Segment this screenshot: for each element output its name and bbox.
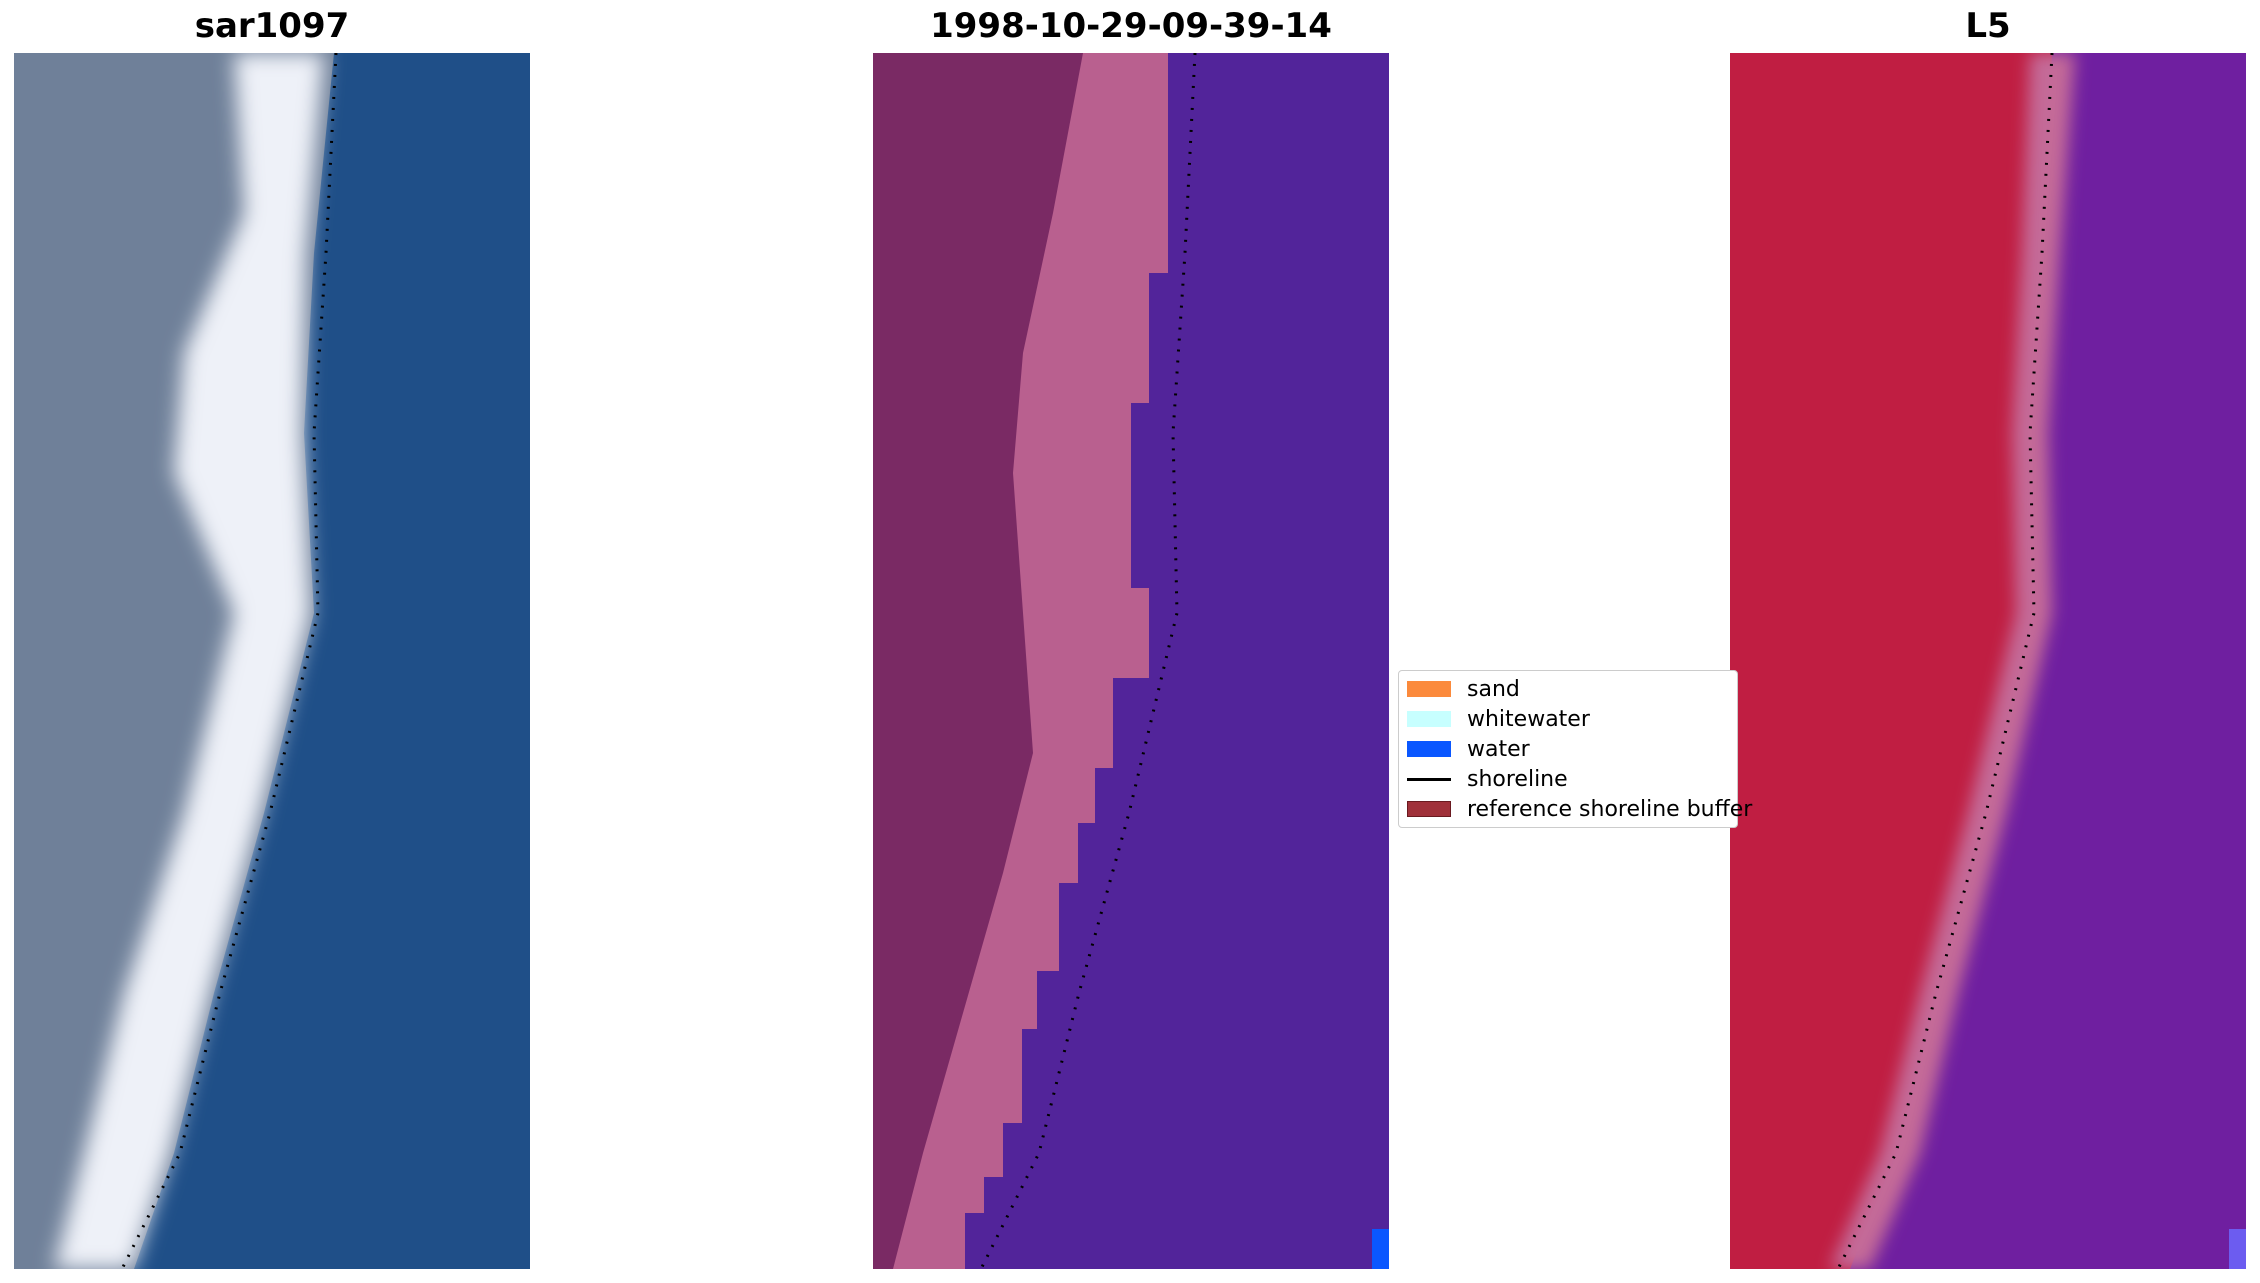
- legend-item-reference-buffer: reference shoreline buffer: [1407, 795, 1752, 823]
- index-image: [1730, 53, 2246, 1269]
- legend-label: sand: [1467, 676, 1520, 702]
- legend-item-water: water: [1407, 735, 1530, 763]
- rgb-shoreline: [120, 53, 338, 1269]
- legend: sand whitewater water shoreline referenc…: [1398, 670, 1752, 828]
- index-land-area: [1730, 53, 2052, 1269]
- rgb-image-panel: [14, 53, 530, 1269]
- legend-label: reference shoreline buffer: [1467, 796, 1753, 822]
- classified-buffer-strip: [893, 53, 1168, 1269]
- index-image-panel: [1730, 53, 2246, 1269]
- rgb-beach-strip: [54, 53, 324, 1269]
- legend-item-whitewater: whitewater: [1407, 705, 1590, 733]
- panel-title-l5: L5: [1965, 6, 2011, 46]
- panel-title-date: 1998-10-29-09-39-14: [930, 6, 1332, 46]
- legend-label: whitewater: [1467, 706, 1590, 732]
- legend-label: water: [1467, 736, 1530, 762]
- rgb-image: [14, 53, 530, 1269]
- index-transition-strip: [1830, 53, 2075, 1269]
- legend-item-shoreline: shoreline: [1407, 765, 1568, 793]
- index-edge-pixel: [2229, 1229, 2246, 1269]
- panel-title-sar1097: sar1097: [194, 6, 350, 46]
- classified-water-pixel: [1372, 1229, 1389, 1269]
- sand-swatch: [1407, 681, 1451, 697]
- legend-item-sand: sand: [1407, 675, 1520, 703]
- whitewater-swatch: [1407, 711, 1451, 727]
- classified-image: [873, 53, 1389, 1269]
- shoreline-line-swatch: [1407, 777, 1451, 781]
- legend-label: shoreline: [1467, 766, 1568, 792]
- water-swatch: [1407, 741, 1451, 757]
- reference-buffer-swatch: [1407, 801, 1451, 817]
- classified-image-panel: [873, 53, 1389, 1269]
- classified-shoreline: [979, 53, 1197, 1269]
- index-shoreline: [1836, 53, 2054, 1269]
